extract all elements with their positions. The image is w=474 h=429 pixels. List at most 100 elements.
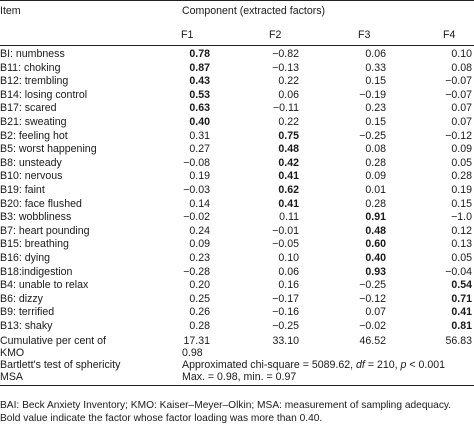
row-item-label: B16: dying [0, 252, 51, 264]
row-item-label: B17: scared [0, 102, 57, 114]
header-f1: F1 [181, 29, 194, 41]
msa-value: Max. = 0.98, min. = 0.97 [182, 371, 297, 383]
row-value-f4: 0.15 [451, 198, 472, 210]
row-value-f3: 0.23 [365, 102, 386, 114]
row-value-f1: 0.87 [189, 62, 210, 74]
row-value-f1: 0.31 [189, 130, 210, 142]
row-value-f4: 0.71 [451, 293, 472, 305]
row-value-f2: −0.25 [272, 320, 299, 332]
top-rule [0, 0, 474, 1]
row-value-f2: 0.16 [278, 279, 299, 291]
row-value-f4: 0.13 [451, 238, 472, 250]
row-value-f4: 0.05 [451, 252, 472, 264]
row-value-f4: 0.12 [451, 225, 472, 237]
row-value-f4: 0.10 [451, 48, 472, 60]
header-f3: F3 [358, 29, 371, 41]
row-item-label: B9: terrified [0, 306, 55, 318]
bartlett-value: Approximated chi-square = 5089.62, df = … [182, 359, 446, 371]
row-value-f1: 0.19 [189, 170, 210, 182]
cumulative-f2: 33.10 [272, 335, 299, 347]
row-value-f1: 0.43 [189, 75, 210, 87]
row-value-f2: −0.05 [272, 238, 299, 250]
row-value-f1: 0.09 [189, 238, 210, 250]
row-value-f2: −0.13 [272, 62, 299, 74]
row-value-f4: −1.0 [451, 211, 472, 223]
row-value-f1: 0.53 [189, 89, 210, 101]
row-value-f1: −0.03 [183, 184, 210, 196]
row-value-f3: 0.06 [365, 48, 386, 60]
header-f4: F4 [443, 29, 456, 41]
row-value-f3: 0.01 [365, 184, 386, 196]
kmo-label: KMO [0, 347, 25, 359]
footnote-abbreviations: BAI: Beck Anxiety Inventory; KMO: Kaiser… [0, 400, 452, 411]
row-value-f3: 0.48 [365, 225, 386, 237]
row-value-f4: 0.05 [451, 157, 472, 169]
row-value-f1: 0.28 [189, 320, 210, 332]
kmo-value: 0.98 [182, 347, 203, 359]
row-value-f1: 0.20 [189, 279, 210, 291]
row-value-f1: −0.28 [183, 266, 210, 278]
row-value-f4: 0.07 [451, 102, 472, 114]
row-item-label: B10: nervous [0, 170, 63, 182]
row-value-f3: 0.15 [365, 75, 386, 87]
row-value-f1: 0.26 [189, 306, 210, 318]
row-value-f1: 0.40 [189, 116, 210, 128]
row-value-f3: 0.91 [365, 211, 386, 223]
row-value-f4: −0.07 [445, 89, 472, 101]
row-item-label: B8: unsteady [0, 157, 62, 169]
header-item: Item [0, 5, 21, 17]
row-item-label: B21: sweating [0, 116, 67, 128]
row-value-f1: −0.02 [183, 211, 210, 223]
row-value-f4: 0.07 [451, 116, 472, 128]
bottom-rule [0, 385, 474, 386]
row-item-label: B5: worst happening [0, 143, 97, 155]
row-value-f2: 0.06 [278, 89, 299, 101]
row-value-f2: 0.22 [278, 75, 299, 87]
row-value-f1: 0.27 [189, 143, 210, 155]
row-item-label: B7: heart pounding [0, 225, 90, 237]
msa-label: MSA [0, 371, 23, 383]
row-value-f3: 0.60 [365, 238, 386, 250]
row-item-label: B6: dizzy [0, 293, 43, 305]
row-value-f2: 0.48 [278, 143, 299, 155]
row-value-f3: 0.33 [365, 62, 386, 74]
row-value-f2: 0.62 [278, 184, 299, 196]
row-value-f4: 0.08 [451, 62, 472, 74]
row-item-label: B15: breathing [0, 238, 69, 250]
row-value-f4: −0.07 [445, 75, 472, 87]
row-item-label: B4: unable to relax [0, 279, 89, 291]
row-value-f2: −0.01 [272, 225, 299, 237]
row-item-label: B12: trembling [0, 75, 69, 87]
row-value-f3: −0.12 [359, 293, 386, 305]
row-value-f1: 0.14 [189, 198, 210, 210]
header-f2: F2 [269, 29, 282, 41]
row-item-label: B11: choking [0, 62, 61, 74]
row-value-f2: 0.22 [278, 116, 299, 128]
row-value-f4: 0.09 [451, 143, 472, 155]
row-value-f1: 0.25 [189, 293, 210, 305]
row-value-f2: 0.10 [278, 252, 299, 264]
row-value-f2: 0.11 [279, 211, 299, 223]
row-value-f2: −0.16 [272, 306, 299, 318]
header-rule [0, 45, 474, 46]
row-value-f2: 0.41 [278, 170, 299, 182]
row-value-f2: −0.11 [272, 102, 299, 114]
row-value-f3: 0.40 [365, 252, 386, 264]
row-item-label: B3: wobbliness [0, 211, 72, 223]
row-value-f3: 0.07 [365, 306, 386, 318]
row-value-f4: −0.12 [445, 130, 472, 142]
row-value-f4: 0.19 [451, 184, 472, 196]
row-value-f1: 0.78 [189, 48, 210, 60]
row-value-f4: −0.04 [445, 266, 472, 278]
cumulative-f3: 46.52 [359, 335, 386, 347]
row-value-f3: 0.08 [365, 143, 386, 155]
cumulative-f1: 17.31 [183, 335, 210, 347]
row-value-f2: 0.42 [278, 157, 299, 169]
row-value-f3: 0.28 [365, 198, 386, 210]
row-value-f3: 0.28 [365, 157, 386, 169]
row-value-f1: 0.24 [189, 225, 210, 237]
row-item-label: BI: numbness [0, 48, 65, 60]
row-value-f3: −0.19 [359, 89, 386, 101]
row-value-f2: 0.06 [278, 266, 299, 278]
row-value-f3: 0.09 [365, 170, 386, 182]
